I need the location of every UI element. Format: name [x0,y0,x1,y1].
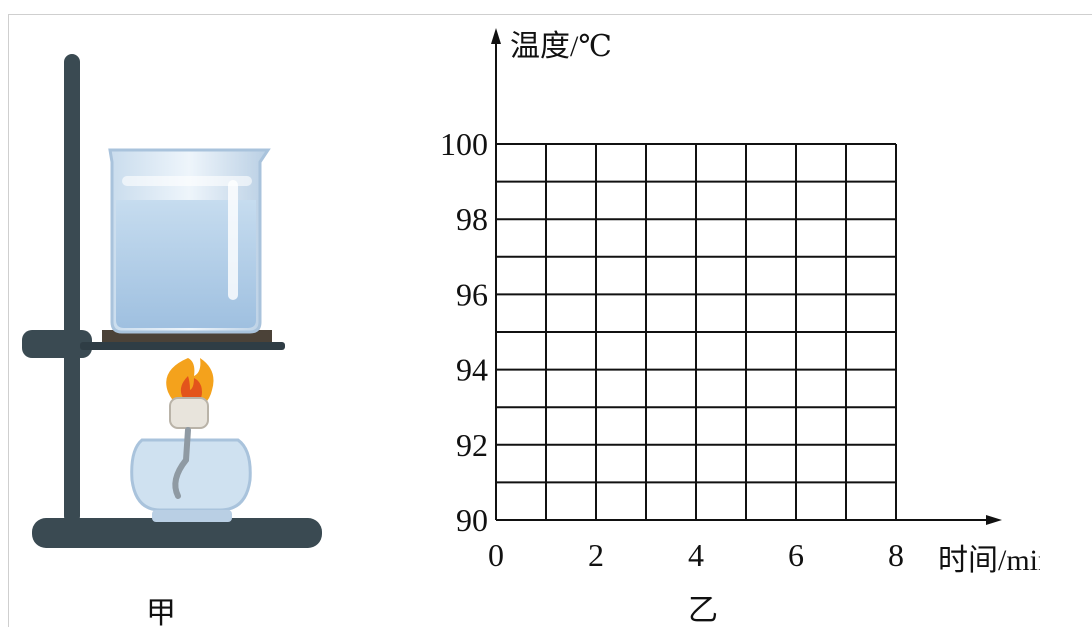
y-tick-label: 100 [440,126,488,162]
temperature-time-chart: 90 92 94 96 98 100 0 2 4 6 8 温度/℃ 时间/min [440,28,1040,577]
y-tick-label: 98 [456,201,488,237]
frame-border-left [8,14,9,627]
beaker-water [116,200,256,328]
stand-base [32,518,322,548]
x-tick-label: 8 [888,537,904,573]
y-tick-label: 94 [456,352,488,388]
x-tick-label: 6 [788,537,804,573]
x-tick-label: 4 [688,537,704,573]
beaker-highlight [228,180,238,300]
y-tick-label: 90 [456,502,488,538]
y-tick-label: 92 [456,427,488,463]
x-tick-label: 2 [588,537,604,573]
x-tick-label: 0 [488,537,504,573]
x-axis-label: 时间/min [938,544,1040,577]
apparatus-illustration [22,54,322,548]
beaker [108,148,271,334]
figure-a-caption: 甲 [146,596,176,631]
figure-b-caption: 乙 [688,593,718,628]
stand-clamp [22,330,92,358]
stand-rod [64,54,80,524]
frame-border-top [8,14,1092,15]
alcohol-lamp [130,397,252,522]
x-axis-arrow [986,515,1002,525]
ring-arm [80,342,285,350]
y-tick-label: 96 [456,276,488,312]
y-axis-label: 温度/℃ [510,30,612,63]
y-axis-arrow [491,28,501,44]
